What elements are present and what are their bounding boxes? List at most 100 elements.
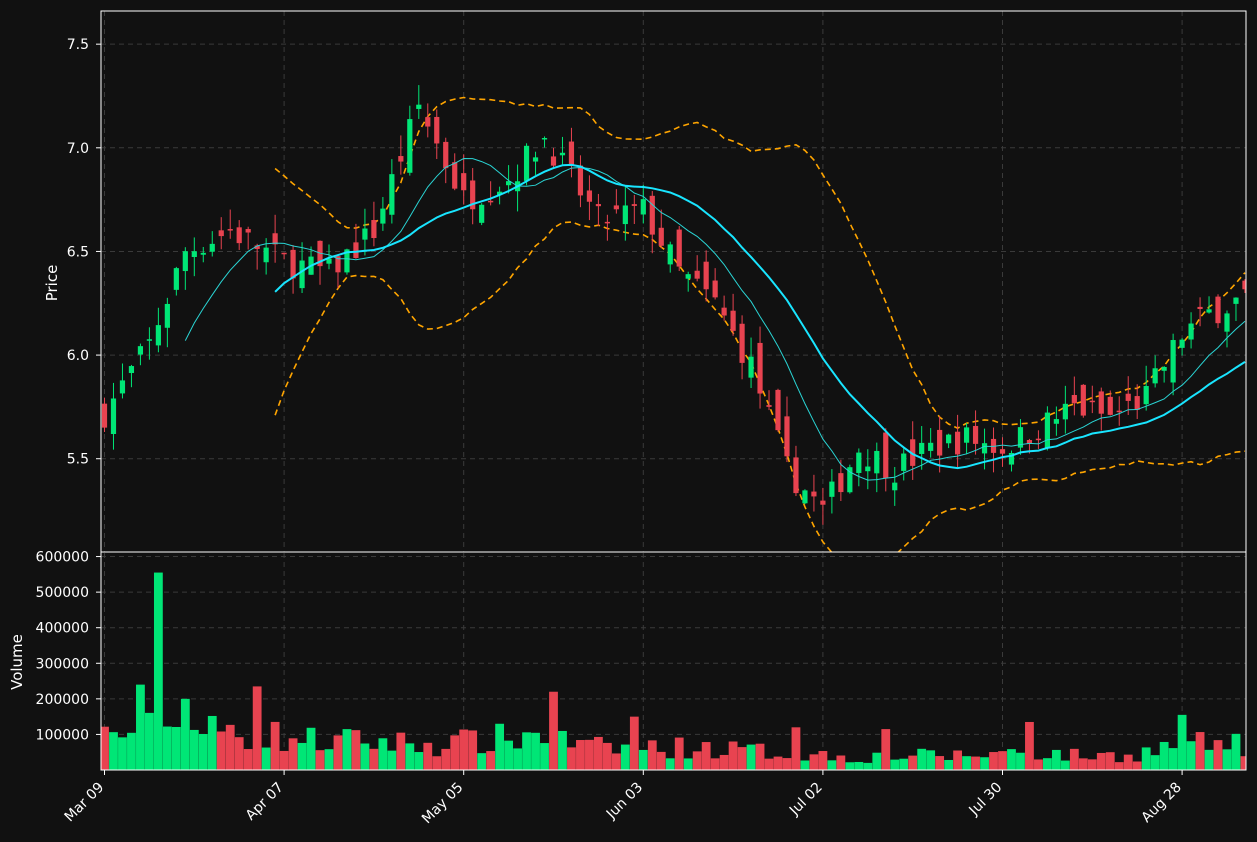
candle-body bbox=[972, 425, 979, 444]
candle-body bbox=[146, 339, 152, 341]
volume-bar bbox=[486, 751, 496, 770]
volume-bar bbox=[809, 754, 819, 770]
volume-bar bbox=[315, 750, 325, 770]
volume-tick-label: 400000 bbox=[36, 621, 89, 637]
candle-body bbox=[1242, 280, 1246, 290]
volume-bar bbox=[324, 749, 334, 770]
volume-bar bbox=[836, 755, 846, 770]
candle-body bbox=[981, 443, 988, 454]
candle-body bbox=[1098, 391, 1104, 414]
volume-bar bbox=[1114, 762, 1124, 770]
candle-body bbox=[550, 156, 557, 166]
volume-bar bbox=[423, 742, 433, 770]
candle-body bbox=[245, 229, 251, 233]
volume-axis-label: Volume bbox=[8, 634, 26, 690]
candle-body bbox=[452, 162, 458, 189]
candle-body bbox=[910, 439, 916, 466]
price-tick-label: 6.0 bbox=[67, 348, 89, 364]
candle-body bbox=[1143, 386, 1149, 405]
volume-bar bbox=[261, 747, 271, 770]
candle-body bbox=[937, 429, 943, 456]
candle-body bbox=[1044, 412, 1050, 448]
volume-tick-label: 200000 bbox=[36, 692, 89, 708]
candle-body bbox=[1179, 339, 1185, 348]
candle-body bbox=[577, 165, 584, 196]
candle-body bbox=[416, 104, 422, 109]
volume-bar bbox=[207, 715, 217, 770]
candle-body bbox=[290, 249, 296, 279]
candle-body bbox=[1125, 393, 1131, 401]
volume-bar bbox=[710, 758, 720, 770]
volume-bar bbox=[845, 762, 855, 770]
x-tick-label: Jul 30 bbox=[966, 780, 1006, 820]
volume-bar bbox=[1159, 741, 1169, 770]
price-tick-label: 5.5 bbox=[67, 452, 89, 468]
volume-bar bbox=[755, 743, 765, 770]
volume-bar bbox=[180, 698, 190, 770]
volume-bar bbox=[1213, 740, 1223, 770]
candle-body bbox=[191, 251, 197, 258]
volume-bar bbox=[647, 740, 657, 770]
candle-body bbox=[928, 442, 934, 451]
price-y-ticks: 5.5 6.0 6.5 7.0 7.5 bbox=[67, 37, 101, 468]
candle-body bbox=[407, 119, 413, 173]
candle-body bbox=[1035, 438, 1042, 441]
volume-bar bbox=[279, 750, 289, 770]
volume-bar bbox=[602, 742, 612, 770]
candle-body bbox=[1233, 297, 1239, 304]
volume-bar bbox=[540, 743, 549, 770]
volume-bar bbox=[360, 743, 370, 770]
volume-y-ticks: 100000 200000 300000 400000 500000 600000 bbox=[36, 550, 101, 743]
candle-body bbox=[955, 431, 961, 455]
candle-body bbox=[999, 449, 1006, 454]
candle-body bbox=[371, 220, 377, 239]
price-frame bbox=[100, 10, 1247, 553]
candle-body bbox=[1188, 323, 1194, 340]
candle-body bbox=[1161, 366, 1167, 371]
volume-bar bbox=[854, 761, 864, 770]
volume-bar bbox=[414, 752, 424, 770]
candle-body bbox=[532, 157, 539, 162]
candle-body bbox=[820, 500, 826, 505]
ma-fast-line bbox=[184, 157, 1246, 481]
volume-bar bbox=[674, 737, 684, 770]
volume-bar bbox=[638, 749, 648, 770]
candle-body bbox=[1152, 368, 1158, 384]
x-tick-label: May 05 bbox=[419, 780, 467, 828]
candle-body bbox=[1008, 453, 1015, 465]
volume-bar bbox=[1240, 756, 1246, 770]
candle-body bbox=[649, 195, 655, 235]
candle-body bbox=[1053, 419, 1059, 424]
ma-slow-line bbox=[274, 163, 1246, 470]
candle-body bbox=[721, 307, 727, 316]
candle-body bbox=[1071, 395, 1077, 404]
bollinger-upper-line bbox=[274, 96, 1246, 430]
volume-bar bbox=[998, 751, 1007, 770]
candle-body bbox=[1116, 410, 1122, 413]
candle-body bbox=[694, 270, 700, 279]
volume-bar bbox=[1043, 758, 1052, 770]
volume-bar bbox=[1034, 759, 1043, 770]
volume-bar bbox=[153, 572, 163, 770]
candle-body bbox=[640, 199, 646, 215]
candle-body bbox=[793, 457, 799, 494]
volume-bar bbox=[1222, 749, 1232, 770]
candle-body bbox=[128, 366, 135, 374]
volume-bar bbox=[567, 747, 576, 770]
candle-body bbox=[1224, 313, 1230, 332]
volume-bar bbox=[881, 729, 891, 770]
candle-body bbox=[110, 398, 117, 434]
candle-body bbox=[326, 258, 332, 264]
candle-body bbox=[874, 450, 880, 474]
volume-bar bbox=[145, 712, 154, 770]
candle-body bbox=[488, 200, 494, 203]
candle-body bbox=[739, 323, 745, 363]
volume-bar bbox=[1177, 714, 1187, 770]
volume-bar bbox=[396, 732, 406, 770]
candle-body bbox=[1107, 396, 1113, 415]
candle-body bbox=[281, 252, 287, 255]
volume-bar bbox=[1141, 747, 1151, 770]
volume-bar bbox=[136, 684, 145, 770]
volume-bar bbox=[171, 726, 181, 770]
x-tick-label: Mar 09 bbox=[62, 780, 108, 826]
